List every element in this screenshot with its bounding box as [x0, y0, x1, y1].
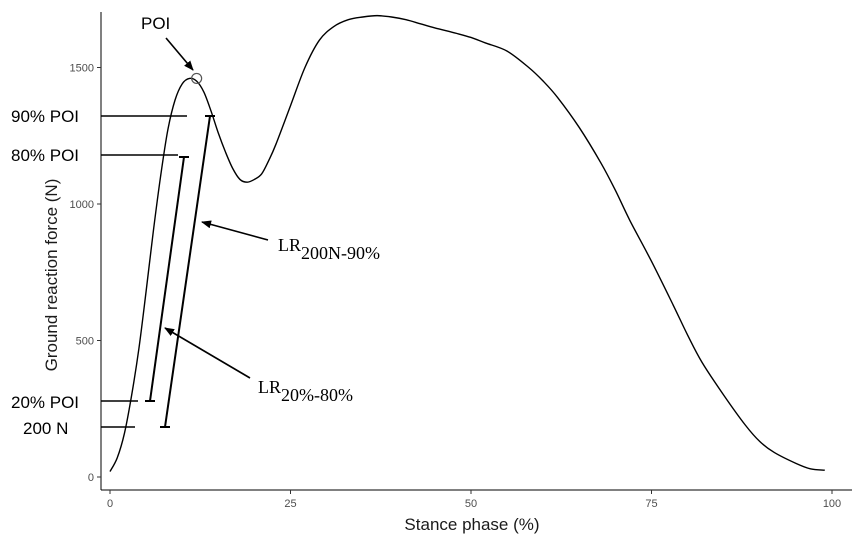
- lr-20-80-label: LR20%-80%: [258, 377, 353, 405]
- poi-marker: [191, 72, 203, 85]
- lr-200n-90-label: LR200N-90%: [278, 235, 380, 263]
- lr-200n-90-arrow: [201, 220, 269, 241]
- x-ticks: 0 25 50 75 100: [107, 490, 841, 510]
- level-label-80: 80% POI: [11, 146, 79, 165]
- level-label-200n: 200 N: [23, 419, 68, 438]
- lr-200n-90-sub: 200N-90%: [301, 243, 380, 263]
- x-axis-title: Stance phase (%): [404, 515, 539, 534]
- x-tick-label: 50: [465, 498, 477, 510]
- y-tick-label: 1500: [70, 63, 94, 75]
- y-ticks: 0 500 1000 1500: [70, 63, 101, 484]
- x-tick-label: 25: [284, 498, 296, 510]
- x-tick-label: 75: [645, 498, 657, 510]
- x-tick-label: 0: [107, 498, 113, 510]
- x-tick-label: 100: [823, 498, 841, 510]
- lr-20-80-arrow: [164, 327, 251, 379]
- poi-arrow: [165, 37, 194, 71]
- lr-20-80-segment: [149, 156, 185, 402]
- series-line-grf: [109, 14, 825, 472]
- lr-segments: [145, 115, 215, 428]
- y-tick-label: 1000: [70, 199, 94, 211]
- level-markers: 90% POI 80% POI 20% POI 200 N: [11, 107, 187, 438]
- lr-20-80-sub: 20%-80%: [281, 385, 353, 405]
- y-axis-title: Ground reaction force (N): [42, 179, 61, 372]
- lr-200n-90-main: LR: [278, 235, 301, 255]
- lr-20-80-main: LR: [258, 377, 281, 397]
- y-tick-label: 500: [76, 336, 94, 348]
- poi-label: POI: [141, 14, 170, 33]
- y-tick-label: 0: [88, 472, 94, 484]
- level-label-90: 90% POI: [11, 107, 79, 126]
- level-label-20: 20% POI: [11, 393, 79, 412]
- lr-200n-90-segment: [164, 115, 211, 428]
